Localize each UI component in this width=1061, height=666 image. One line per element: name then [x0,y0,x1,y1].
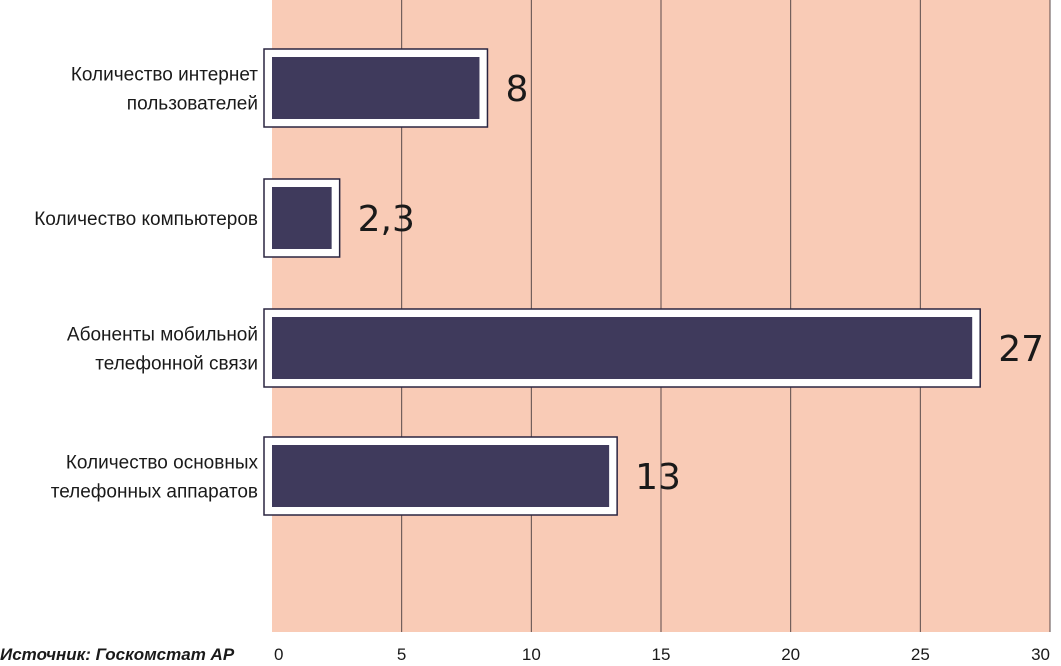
x-tick-label-1: 5 [397,645,406,664]
value-label-0: 8 [505,69,528,110]
category-label-1-0: Количество компьютеров [34,209,258,230]
x-tick-label-3: 15 [652,645,671,664]
bar-1 [272,187,332,249]
category-label-3-0: Количество основных [66,453,259,474]
source-note: Источник: Госкомстат АР [0,645,235,664]
x-tick-label-6: 30 [1031,645,1050,664]
value-label-2: 27 [998,329,1044,370]
category-label-3-1: телефонных аппаратов [51,482,258,503]
category-label-2-0: Абоненты мобильной [67,325,258,346]
labels: 8 Количество интернет пользователей 2,3 Коли… [34,65,1044,503]
value-label-3: 13 [635,457,681,498]
x-tick-label-5: 25 [911,645,930,664]
x-tick-label-4: 20 [781,645,800,664]
x-tick-label-0: 0 [274,645,283,664]
value-label-1: 2,3 [358,199,415,240]
category-label-0-1: пользователей [127,94,258,115]
category-label-2-1: телефонной связи [95,354,258,375]
x-tick-label-2: 10 [522,645,541,664]
bars [263,48,981,516]
x-axis-ticks: 0 5 10 15 20 25 30 [274,645,1050,664]
bar-3 [272,445,610,507]
category-label-0-0: Количество интернет [71,65,258,86]
bar-0 [272,57,480,119]
bar-2 [272,317,973,379]
